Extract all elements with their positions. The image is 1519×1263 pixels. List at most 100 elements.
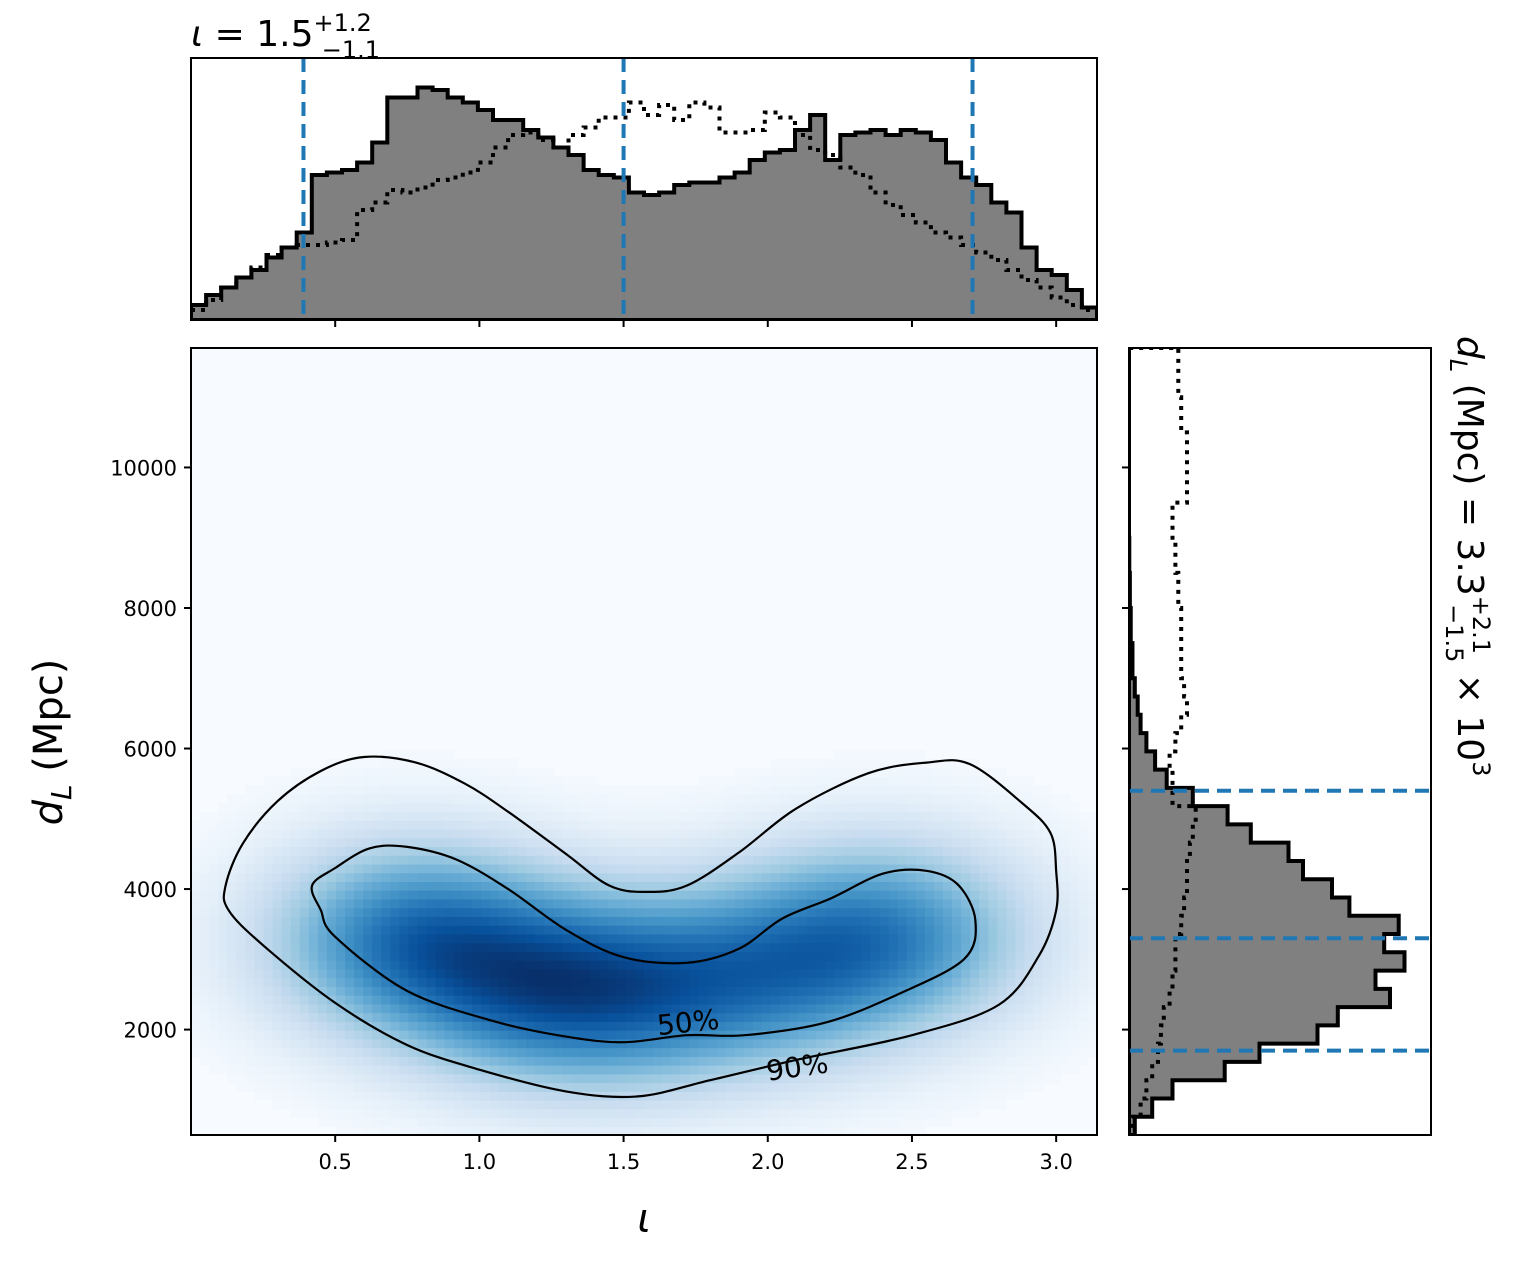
heatmap-cell [644,793,654,804]
heatmap-cell [281,1038,292,1049]
heatmap-cell [970,977,980,987]
heatmap-cell [807,898,817,909]
heatmap-cell [662,1021,672,1031]
heatmap-cell [698,776,709,786]
heatmap-cell [1024,1038,1035,1049]
heatmap-cell [571,1082,582,1092]
heatmap-cell [571,802,582,813]
heatmap-cell [308,968,319,979]
heatmap-cell [852,925,863,935]
heatmap-cell [526,1021,536,1031]
heatmap-cell [535,986,545,996]
heatmap-cell [779,1021,790,1031]
heatmap-cell [607,1047,618,1057]
heatmap-cell [942,837,953,848]
heatmap-cell [562,1021,573,1031]
heatmap-cell [200,1038,210,1049]
y-label-sub: L [45,784,78,800]
heatmap-cell [308,785,319,795]
heatmap-cell [933,846,944,856]
heatmap-cell [671,1012,681,1022]
heatmap-cell [290,776,301,786]
heatmap-cell [435,977,446,987]
heatmap-cell [308,1038,319,1049]
heatmap-cell [698,820,709,830]
heatmap-cell [734,1126,745,1135]
heatmap-cell [272,811,283,821]
heatmap-cell [716,1012,727,1022]
heatmap-cell [915,916,926,926]
heatmap-cell [707,1091,718,1101]
heatmap-cell [888,995,899,1005]
heatmap-cell [761,1021,772,1031]
heatmap-cell [634,1056,645,1066]
heatmap-cell [435,750,446,760]
heatmap-cell [381,750,391,760]
heatmap-cell [245,925,256,935]
heatmap-cell [480,881,491,891]
heatmap-cell [662,1038,672,1049]
heatmap-cell [997,767,1007,778]
heatmap-cell [770,907,781,917]
heatmap-cell [363,951,373,961]
heatmap-cell [453,1030,464,1040]
heatmap-cell [1006,960,1017,970]
heatmap-cell [480,1003,491,1014]
right-title-dsub: L [1444,359,1472,372]
heatmap-cell [444,1100,455,1110]
heatmap-cell [752,820,763,830]
heatmap-cell [807,1091,817,1101]
heatmap-cell [227,1012,237,1022]
heatmap-cell [345,811,355,821]
heatmap-cell [752,767,763,778]
heatmap-cell [426,898,437,909]
heatmap-cell [870,907,881,917]
heatmap-cell [381,793,391,804]
heatmap-cell [979,1003,989,1014]
heatmap-cell [1078,846,1089,856]
heatmap-cell [435,890,446,900]
heatmap-cell [299,1047,310,1057]
heatmap-cell [553,1126,564,1135]
heatmap-cell [1033,802,1044,813]
heatmap-cell [843,907,853,917]
heatmap-cell [1033,1038,1044,1049]
heatmap-cell [526,767,536,778]
heatmap-cell [200,960,210,970]
heatmap-cell [571,846,582,856]
heatmap-cell [942,828,953,839]
heatmap-cell [924,767,935,778]
heatmap-cell [906,925,917,935]
heatmap-cell [209,872,219,883]
heatmap-cell [798,1091,808,1101]
heatmap-cell [499,837,509,848]
heatmap-cell [435,1065,446,1075]
heatmap-cell [571,977,582,987]
heatmap-cell [897,986,908,996]
heatmap-cell [435,811,446,821]
heatmap-cell [372,881,382,891]
heatmap-cell [1051,1047,1062,1057]
heatmap-cell [218,1038,228,1049]
heatmap-cell [888,1003,899,1014]
heatmap-cell [281,1003,292,1014]
heatmap-cell [562,837,573,848]
heatmap-cell [598,1021,609,1031]
heatmap-cell [915,846,926,856]
heatmap-cell [254,1021,265,1031]
heatmap-cell [707,785,718,795]
heatmap-cell [961,960,971,970]
heatmap-cell [308,1012,319,1022]
heatmap-cell [426,977,437,987]
heatmap-cell [489,986,500,996]
right-marginal-panel: dL (Mpc) = 3.3+2.1−1.5 × 103 [1122,336,1495,1136]
x-tick-label: 1.5 [607,1150,640,1174]
heatmap-cell [888,986,899,996]
heatmap-cell [408,855,419,865]
heatmap-cell [1006,925,1017,935]
heatmap-cell [988,846,998,856]
heatmap-cell [616,968,627,979]
heatmap-cell [970,776,980,786]
heatmap-cell [435,1021,446,1031]
heatmap-cell [308,977,319,987]
